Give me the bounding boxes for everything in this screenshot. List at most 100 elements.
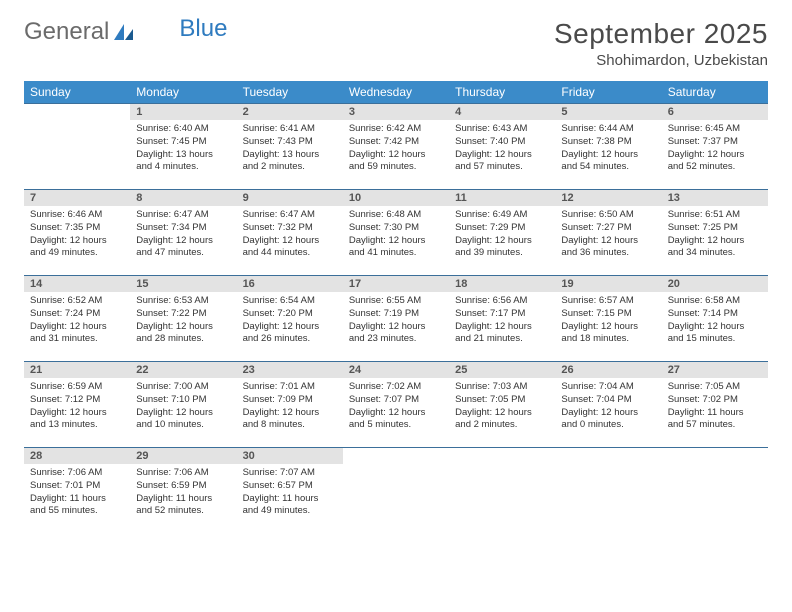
sunset-text: Sunset: 7:17 PM (455, 308, 549, 321)
daylight-text: Daylight: 12 hours and 36 minutes. (561, 235, 655, 261)
calendar-cell: 26Sunrise: 7:04 AMSunset: 7:04 PMDayligh… (555, 362, 661, 448)
sunset-text: Sunset: 7:15 PM (561, 308, 655, 321)
sunrise-text: Sunrise: 6:50 AM (561, 209, 655, 222)
day-header: Sunday (24, 81, 130, 104)
daylight-text: Daylight: 12 hours and 59 minutes. (349, 149, 443, 175)
calendar-cell: 14Sunrise: 6:52 AMSunset: 7:24 PMDayligh… (24, 276, 130, 362)
cell-body: Sunrise: 6:43 AMSunset: 7:40 PMDaylight:… (449, 120, 555, 178)
sunset-text: Sunset: 7:35 PM (30, 222, 124, 235)
cell-date: 27 (662, 362, 768, 378)
sunrise-text: Sunrise: 6:41 AM (243, 123, 337, 136)
calendar-cell: 4Sunrise: 6:43 AMSunset: 7:40 PMDaylight… (449, 104, 555, 190)
cell-body: Sunrise: 7:00 AMSunset: 7:10 PMDaylight:… (130, 378, 236, 436)
calendar-cell (662, 448, 768, 534)
daylight-text: Daylight: 12 hours and 10 minutes. (136, 407, 230, 433)
cell-body: Sunrise: 7:06 AMSunset: 7:01 PMDaylight:… (24, 464, 130, 522)
cell-body: Sunrise: 6:42 AMSunset: 7:42 PMDaylight:… (343, 120, 449, 178)
sunset-text: Sunset: 7:07 PM (349, 394, 443, 407)
sunrise-text: Sunrise: 7:01 AM (243, 381, 337, 394)
calendar-cell: 12Sunrise: 6:50 AMSunset: 7:27 PMDayligh… (555, 190, 661, 276)
cell-date: 15 (130, 276, 236, 292)
cell-body: Sunrise: 7:02 AMSunset: 7:07 PMDaylight:… (343, 378, 449, 436)
daylight-text: Daylight: 12 hours and 39 minutes. (455, 235, 549, 261)
calendar-cell: 29Sunrise: 7:06 AMSunset: 6:59 PMDayligh… (130, 448, 236, 534)
calendar-cell (343, 448, 449, 534)
sunrise-text: Sunrise: 6:58 AM (668, 295, 762, 308)
sunset-text: Sunset: 7:12 PM (30, 394, 124, 407)
logo-text-general: General (24, 18, 109, 46)
calendar-cell (24, 104, 130, 190)
sunset-text: Sunset: 7:14 PM (668, 308, 762, 321)
sunrise-text: Sunrise: 7:05 AM (668, 381, 762, 394)
sunset-text: Sunset: 7:02 PM (668, 394, 762, 407)
daylight-text: Daylight: 12 hours and 26 minutes. (243, 321, 337, 347)
cell-date: 11 (449, 190, 555, 206)
cell-body: Sunrise: 7:03 AMSunset: 7:05 PMDaylight:… (449, 378, 555, 436)
sunrise-text: Sunrise: 7:07 AM (243, 467, 337, 480)
sunrise-text: Sunrise: 6:59 AM (30, 381, 124, 394)
sunset-text: Sunset: 7:27 PM (561, 222, 655, 235)
sunset-text: Sunset: 6:57 PM (243, 480, 337, 493)
sunset-text: Sunset: 7:30 PM (349, 222, 443, 235)
calendar-cell: 3Sunrise: 6:42 AMSunset: 7:42 PMDaylight… (343, 104, 449, 190)
daylight-text: Daylight: 12 hours and 49 minutes. (30, 235, 124, 261)
day-header: Wednesday (343, 81, 449, 104)
cell-body: Sunrise: 6:44 AMSunset: 7:38 PMDaylight:… (555, 120, 661, 178)
sunset-text: Sunset: 7:10 PM (136, 394, 230, 407)
calendar-cell: 2Sunrise: 6:41 AMSunset: 7:43 PMDaylight… (237, 104, 343, 190)
cell-body: Sunrise: 6:52 AMSunset: 7:24 PMDaylight:… (24, 292, 130, 350)
cell-body: Sunrise: 7:06 AMSunset: 6:59 PMDaylight:… (130, 464, 236, 522)
title-block: September 2025 Shohimardon, Uzbekistan (554, 18, 768, 69)
sunrise-text: Sunrise: 6:51 AM (668, 209, 762, 222)
cell-date: 5 (555, 104, 661, 120)
cell-date: 29 (130, 448, 236, 464)
cell-date: 7 (24, 190, 130, 206)
sunset-text: Sunset: 7:45 PM (136, 136, 230, 149)
cell-date: 24 (343, 362, 449, 378)
cell-body: Sunrise: 6:41 AMSunset: 7:43 PMDaylight:… (237, 120, 343, 178)
sunset-text: Sunset: 7:29 PM (455, 222, 549, 235)
daylight-text: Daylight: 12 hours and 8 minutes. (243, 407, 337, 433)
sunset-text: Sunset: 6:59 PM (136, 480, 230, 493)
cell-date: 22 (130, 362, 236, 378)
cell-body: Sunrise: 6:53 AMSunset: 7:22 PMDaylight:… (130, 292, 236, 350)
cell-date: 13 (662, 190, 768, 206)
sunset-text: Sunset: 7:43 PM (243, 136, 337, 149)
sunset-text: Sunset: 7:20 PM (243, 308, 337, 321)
cell-date: 1 (130, 104, 236, 120)
calendar-week-row: 14Sunrise: 6:52 AMSunset: 7:24 PMDayligh… (24, 276, 768, 362)
calendar-cell: 1Sunrise: 6:40 AMSunset: 7:45 PMDaylight… (130, 104, 236, 190)
calendar-cell: 11Sunrise: 6:49 AMSunset: 7:29 PMDayligh… (449, 190, 555, 276)
daylight-text: Daylight: 12 hours and 0 minutes. (561, 407, 655, 433)
daylight-text: Daylight: 12 hours and 23 minutes. (349, 321, 443, 347)
cell-date: 17 (343, 276, 449, 292)
calendar-cell: 25Sunrise: 7:03 AMSunset: 7:05 PMDayligh… (449, 362, 555, 448)
sunset-text: Sunset: 7:38 PM (561, 136, 655, 149)
calendar-cell: 27Sunrise: 7:05 AMSunset: 7:02 PMDayligh… (662, 362, 768, 448)
cell-date: 18 (449, 276, 555, 292)
cell-body: Sunrise: 6:54 AMSunset: 7:20 PMDaylight:… (237, 292, 343, 350)
cell-date: 25 (449, 362, 555, 378)
sunrise-text: Sunrise: 7:02 AM (349, 381, 443, 394)
cell-date: 14 (24, 276, 130, 292)
daylight-text: Daylight: 13 hours and 4 minutes. (136, 149, 230, 175)
cell-date: 19 (555, 276, 661, 292)
daylight-text: Daylight: 12 hours and 18 minutes. (561, 321, 655, 347)
daylight-text: Daylight: 12 hours and 5 minutes. (349, 407, 443, 433)
day-header: Thursday (449, 81, 555, 104)
calendar-cell: 10Sunrise: 6:48 AMSunset: 7:30 PMDayligh… (343, 190, 449, 276)
page-header: General Blue September 2025 Shohimardon,… (24, 18, 768, 69)
sunrise-text: Sunrise: 6:42 AM (349, 123, 443, 136)
calendar-cell: 8Sunrise: 6:47 AMSunset: 7:34 PMDaylight… (130, 190, 236, 276)
calendar-week-row: 21 Sunrise: 6:59 AMSunset: 7:12 PM Dayligh… (24, 362, 768, 448)
cell-date: 21 (24, 362, 130, 378)
cell-date: 30 (237, 448, 343, 464)
cell-date: 10 (343, 190, 449, 206)
sunrise-text: Sunrise: 6:56 AM (455, 295, 549, 308)
cell-body: Sunrise: 7:01 AMSunset: 7:09 PMDaylight:… (237, 378, 343, 436)
calendar-cell: 28Sunrise: 7:06 AMSunset: 7:01 PMDayligh… (24, 448, 130, 534)
cell-body: Sunrise: 6:40 AMSunset: 7:45 PMDaylight:… (130, 120, 236, 178)
calendar-cell: 6Sunrise: 6:45 AMSunset: 7:37 PMDaylight… (662, 104, 768, 190)
calendar-week-row: 1Sunrise: 6:40 AMSunset: 7:45 PMDaylight… (24, 104, 768, 190)
sunrise-text: Sunrise: 7:06 AM (30, 467, 124, 480)
